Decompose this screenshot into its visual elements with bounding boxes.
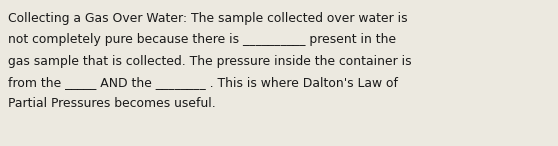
Text: not completely pure because there is __________ present in the: not completely pure because there is ___… <box>8 33 396 46</box>
Text: Collecting a Gas Over Water: The sample collected over water is: Collecting a Gas Over Water: The sample … <box>8 12 408 25</box>
Text: from the _____ AND the ________ . This is where Dalton's Law of: from the _____ AND the ________ . This i… <box>8 76 398 89</box>
Text: Partial Pressures becomes useful.: Partial Pressures becomes useful. <box>8 97 216 110</box>
Text: gas sample that is collected. The pressure inside the container is: gas sample that is collected. The pressu… <box>8 55 412 68</box>
